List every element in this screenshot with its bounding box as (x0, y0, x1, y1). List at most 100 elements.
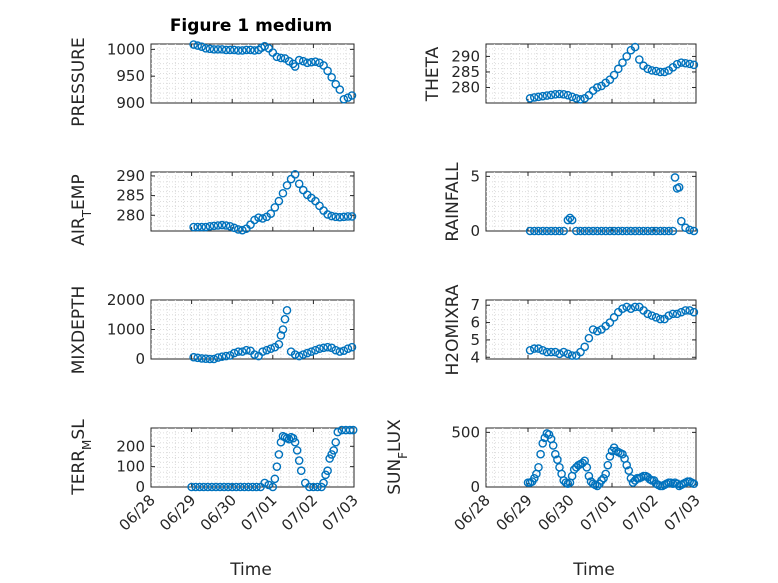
data-point-terr-msl (317, 482, 326, 492)
data-point-theta (546, 90, 556, 100)
data-point-terr-msl (327, 450, 336, 459)
data-point-air-temp (225, 221, 235, 231)
data-point-sun-flux (593, 481, 602, 491)
panel-theta: THETA (423, 46, 443, 102)
ytick-label-h2omixra: 6 (470, 314, 480, 332)
data-point-pressure (193, 41, 202, 50)
data-point-air-temp (209, 221, 219, 231)
data-point-pressure (238, 46, 247, 55)
data-point-sun-flux (534, 463, 543, 472)
data-point-terr-msl (274, 450, 284, 459)
ytick-label-rainfall: 0 (470, 222, 480, 240)
data-point-pressure (290, 62, 300, 71)
ylabel-theta: THETA (423, 46, 443, 102)
data-point-terr-msl (292, 446, 302, 455)
panel-mixdepth: MIXDEPTH (69, 286, 89, 375)
xlabel-time-left: Time (229, 560, 272, 580)
data-point-mixdepth (258, 347, 267, 356)
data-point-pressure (221, 45, 231, 55)
data-point-air-temp (193, 222, 202, 232)
data-point-h2omixra (609, 313, 619, 322)
data-point-theta (672, 59, 682, 69)
data-point-rainfall (689, 226, 699, 236)
xtick-label-sun-flux: 07/02 (619, 491, 662, 534)
data-point-mixdepth (280, 314, 290, 324)
axes-pressure: 900 950 1000 (107, 40, 357, 112)
data-point-mixdepth (294, 351, 304, 361)
data-point-terr-msl (270, 474, 280, 484)
data-point-rainfall (551, 226, 560, 236)
data-point-mixdepth (213, 353, 223, 362)
data-point-rainfall (626, 226, 636, 236)
data-point-mixdepth (266, 344, 276, 353)
xtick-label-sun-flux: 06/29 (493, 491, 536, 534)
data-point-rainfall (525, 226, 535, 236)
data-point-air-temp (282, 181, 292, 190)
data-point-sun-flux (689, 479, 699, 489)
data-point-pressure (205, 44, 215, 54)
data-point-pressure (327, 72, 336, 82)
data-point-mixdepth (303, 348, 312, 358)
data-point-rainfall (639, 226, 648, 236)
data-point-h2omixra (618, 304, 627, 313)
data-point-rainfall (601, 226, 611, 236)
xtick-label-terr-msl: 07/03 (319, 491, 362, 534)
data-point-terr-msl (313, 482, 322, 492)
axes-mixdepth: 0 1000 2000 (107, 291, 357, 368)
xtick-label-terr-msl: 06/30 (197, 491, 240, 534)
data-point-mixdepth (238, 347, 247, 356)
data-point-air-temp (278, 188, 288, 198)
data-point-sun-flux (672, 479, 682, 489)
data-point-rainfall (567, 215, 577, 225)
data-point-pressure (233, 46, 243, 55)
data-point-air-temp (294, 179, 304, 189)
data-point-rainfall (614, 226, 623, 236)
data-point-air-temp (290, 170, 300, 179)
data-point-terr-msl (252, 482, 261, 492)
data-point-pressure (335, 85, 345, 94)
data-point-terr-msl (207, 482, 217, 492)
ytick-label-mixdepth: 0 (135, 350, 145, 368)
data-point-mixdepth (209, 354, 219, 364)
panel-air-temp: AIRTEMP (69, 174, 94, 245)
ytick-label-sun-flux: 0 (470, 478, 480, 496)
xtick-label-terr-msl: 06/29 (156, 491, 199, 534)
data-point-terr-msl (321, 470, 330, 480)
data-point-pressure (347, 91, 357, 100)
data-point-theta (656, 67, 665, 77)
ytick-label-theta: 280 (451, 78, 480, 96)
data-point-rainfall (534, 226, 543, 236)
data-point-air-temp (331, 212, 341, 222)
data-point-h2omixra (542, 347, 552, 357)
data-point-mixdepth (262, 345, 272, 355)
data-point-rainfall (685, 225, 695, 235)
data-point-pressure (276, 53, 286, 63)
data-point-mixdepth (347, 342, 357, 352)
data-point-terr-msl (187, 482, 196, 492)
data-point-pressure (225, 45, 235, 55)
data-point-rainfall (635, 226, 644, 236)
data-point-h2omixra (622, 302, 632, 312)
data-point-mixdepth (282, 306, 292, 315)
data-point-pressure (323, 66, 332, 76)
data-point-h2omixra (530, 344, 539, 353)
data-point-sun-flux (601, 469, 611, 479)
data-point-theta (689, 60, 699, 70)
data-point-mixdepth (276, 331, 286, 340)
data-point-sun-flux (599, 473, 608, 483)
data-point-sun-flux (597, 476, 606, 485)
data-point-h2omixra (534, 344, 543, 353)
data-point-sun-flux (536, 449, 545, 459)
data-point-terr-msl (296, 466, 306, 476)
data-point-rainfall (618, 226, 627, 236)
data-point-terr-msl (325, 454, 334, 463)
data-point-rainfall (651, 226, 661, 236)
data-point-sun-flux (605, 452, 615, 461)
data-point-rainfall (660, 226, 669, 236)
data-point-theta (559, 90, 569, 99)
data-point-pressure (303, 58, 312, 68)
data-point-sun-flux (553, 455, 562, 464)
data-point-mixdepth (189, 352, 198, 362)
data-point-terr-msl (236, 482, 245, 492)
